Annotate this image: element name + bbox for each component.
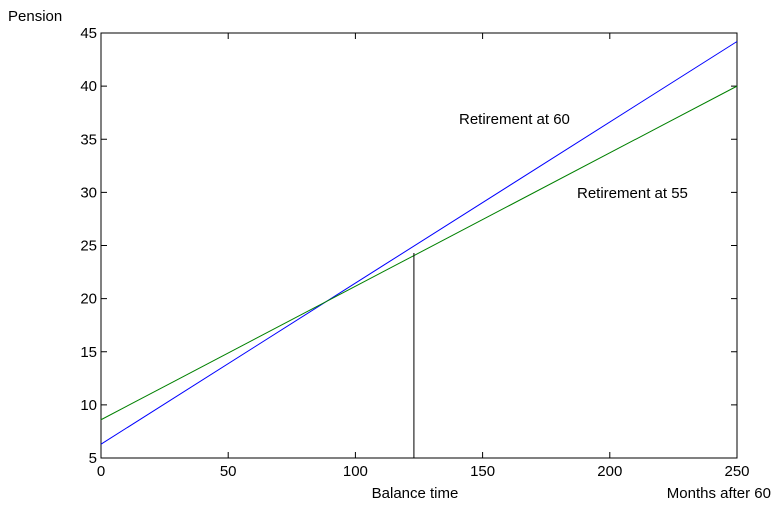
balance-time-label: Balance time [372, 485, 459, 502]
x-tick-label: 200 [597, 463, 622, 480]
y-tick-label: 30 [80, 184, 97, 201]
x-tick-label: 50 [220, 463, 237, 480]
y-tick-label: 45 [80, 25, 97, 42]
ticks-layer: 0 50 100 150 200 250 5 10 15 20 25 30 35 40 45 [80, 25, 749, 480]
x-tick-label: 250 [724, 463, 749, 480]
y-tick-label: 25 [80, 238, 97, 255]
y-tick-label: 5 [89, 450, 97, 467]
x-tick-label: 100 [343, 463, 368, 480]
y-tick-label: 40 [80, 78, 97, 95]
y-tick-label: 35 [80, 131, 97, 148]
plot-area [100, 32, 738, 459]
y-tick-label: 20 [80, 291, 97, 308]
y-tick-label: 10 [80, 397, 97, 414]
series-line-retirement-55 [100, 85, 738, 421]
y-axis-title: Pension [8, 8, 62, 25]
y-tick-label: 15 [80, 344, 97, 361]
x-tick-label: 150 [470, 463, 495, 480]
series-label-retirement-60: Retirement at 60 [459, 111, 570, 128]
x-axis-title: Months after 60 [667, 485, 771, 502]
series-label-retirement-55: Retirement at 55 [577, 185, 688, 202]
series-line-retirement-60 [100, 41, 738, 445]
x-tick-label: 0 [97, 463, 105, 480]
lines-layer [100, 41, 738, 445]
